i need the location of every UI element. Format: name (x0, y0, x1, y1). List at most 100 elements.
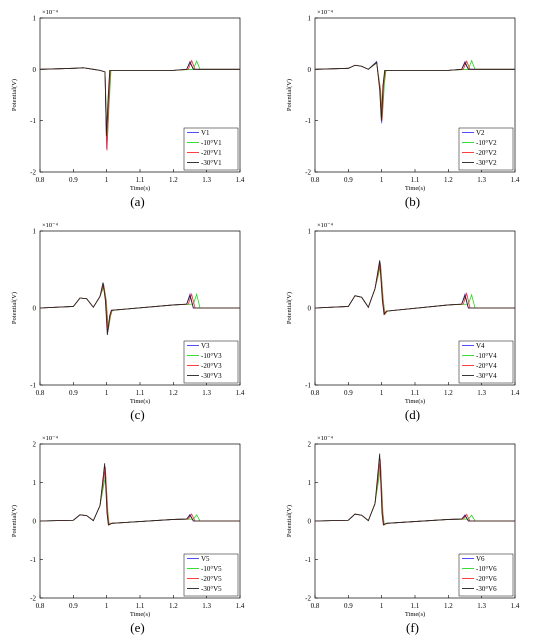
x-tick-label: 0.9 (344, 389, 353, 397)
series-line-4 (39, 463, 240, 526)
legend-entry: -30°V3 (201, 372, 222, 380)
y-tick-label: -1 (305, 117, 311, 125)
x-tick-label: 1.1 (136, 602, 145, 610)
legend-entry: V2 (476, 129, 485, 137)
legend-entry: -20°V5 (201, 575, 222, 583)
legend-entry: V1 (201, 129, 210, 137)
series-line-3 (314, 459, 515, 526)
legend-entry: -20°V2 (476, 149, 497, 157)
legend-entry: -30°V1 (201, 159, 222, 167)
panel-e: 0.8 0.9 1 1.1 1.2 1.3 1.4 -2 -1 0 1 2 ×10⁻⁴ Potential… (0, 426, 275, 639)
legend-entry: -30°V2 (476, 159, 497, 167)
panel-d: 0.8 0.9 1 1.1 1.2 1.3 1.4 -1 0 1 ×10⁻⁴ Potential(V)… (275, 213, 550, 426)
x-tick-label: 0.8 (311, 176, 320, 184)
y-tick-label: -2 (305, 169, 311, 177)
x-tick-label: 1.4 (236, 176, 245, 184)
y-tick-label: 1 (33, 15, 37, 23)
x-tick-label: 1.3 (202, 176, 211, 184)
axis-exponent: ×10⁻⁴ (317, 435, 334, 442)
series-line-4 (314, 453, 515, 526)
legend-entry: V3 (201, 342, 210, 350)
panel-label-a: (a) (130, 194, 145, 209)
y-tick-label: 1 (308, 479, 312, 487)
x-tick-label: 1.1 (411, 602, 420, 610)
x-tick-label: 0.9 (69, 389, 78, 397)
x-tick-label: 1.4 (511, 602, 520, 610)
panel-label-b: (b) (404, 194, 421, 209)
series-line-3 (39, 467, 240, 526)
legend-entry: -10°V6 (476, 565, 497, 573)
y-axis-label: Potential(V) (11, 505, 18, 537)
x-tick-label: 0.8 (36, 389, 45, 397)
y-tick-label: 0 (33, 305, 37, 313)
y-axis-label: Potential(V) (286, 505, 293, 537)
x-tick-label: 0.9 (344, 602, 353, 610)
x-tick-label: 1 (105, 602, 109, 610)
x-tick-label: 0.9 (344, 176, 353, 184)
x-axis-label: Time(s) (130, 185, 150, 192)
x-tick-label: 1.3 (202, 389, 211, 397)
axis-exponent: ×10⁻⁴ (317, 222, 334, 229)
y-tick-label: -2 (30, 169, 36, 177)
series-line-1 (314, 60, 515, 124)
legend-entry: -10°V2 (476, 139, 497, 147)
legend-box (458, 340, 514, 384)
series-line-4 (314, 61, 515, 121)
series-line-2 (39, 474, 240, 526)
series-line-4 (314, 260, 515, 316)
series-line-4 (39, 61, 240, 137)
legend-entry: -30°V4 (476, 372, 497, 380)
y-tick-label: -2 (305, 595, 311, 603)
y-tick-label: 0 (308, 66, 312, 74)
axis-exponent: ×10⁻⁴ (317, 9, 334, 16)
legend-entry: -30°V6 (476, 585, 497, 593)
y-tick-label: -1 (305, 556, 311, 564)
y-axis-label: Potential(V) (286, 292, 293, 324)
chart-a: 0.8 0.9 1 1.1 1.2 1.3 1.4 -2 -1 0 1 ×10⁻⁴ Potential(… (11, 9, 245, 192)
y-tick-label: 0 (308, 305, 312, 313)
x-tick-label: 1 (105, 176, 109, 184)
chart-b: 0.8 0.9 1 1.1 1.2 1.3 1.4 -2 -1 0 1 ×10⁻⁴ Potential(… (286, 9, 520, 192)
axis-exponent: ×10⁻⁴ (42, 435, 59, 442)
y-tick-label: -1 (305, 382, 311, 390)
x-axis-label: Time(s) (405, 185, 425, 192)
legend-entry: -10°V3 (201, 352, 222, 360)
y-tick-label: 2 (33, 441, 37, 449)
x-tick-label: 0.9 (69, 602, 78, 610)
legend-entry: V4 (476, 342, 485, 350)
x-tick-label: 1.1 (411, 389, 420, 397)
x-tick-label: 0.9 (69, 176, 78, 184)
series-line-1 (39, 468, 240, 526)
chart-e: 0.8 0.9 1 1.1 1.2 1.3 1.4 -2 -1 0 1 2 ×10⁻⁴ Potential… (11, 435, 245, 618)
panel-a: 0.8 0.9 1 1.1 1.2 1.3 1.4 -2 -1 0 1 ×10⁻⁴ Potential(… (0, 0, 275, 213)
x-tick-label: 1.2 (169, 602, 178, 610)
chart-d: 0.8 0.9 1 1.1 1.2 1.3 1.4 -1 0 1 ×10⁻⁴ Potential(V)… (286, 222, 520, 405)
legend-entry: -30°V5 (201, 585, 222, 593)
x-tick-label: 1.3 (477, 602, 486, 610)
axis-exponent: ×10⁻⁴ (42, 222, 59, 229)
x-tick-label: 0.8 (36, 176, 45, 184)
y-axis-label: Potential(V) (11, 292, 18, 324)
legend-entry: -20°V4 (476, 362, 497, 370)
x-tick-label: 1.2 (444, 389, 453, 397)
x-tick-label: 1 (380, 389, 384, 397)
legend-box (183, 127, 239, 171)
x-axis-label: Time(s) (130, 398, 150, 405)
x-tick-label: 1 (105, 389, 109, 397)
y-tick-label: -1 (30, 556, 36, 564)
legend-entry: V6 (476, 555, 485, 563)
x-tick-label: 1.3 (202, 602, 211, 610)
x-axis-label: Time(s) (405, 611, 425, 618)
legend-box (458, 553, 514, 597)
x-axis-label: Time(s) (405, 398, 425, 405)
legend-box (458, 127, 514, 171)
panel-b: 0.8 0.9 1 1.1 1.2 1.3 1.4 -2 -1 0 1 ×10⁻⁴ Potential(… (275, 0, 550, 213)
panel-f: 0.8 0.9 1 1.1 1.2 1.3 1.4 -2 -1 0 1 2 ×10⁻⁴ Potential… (275, 426, 550, 639)
x-tick-label: 1.1 (136, 389, 145, 397)
x-tick-label: 0.8 (311, 602, 320, 610)
y-tick-label: 2 (308, 441, 312, 449)
x-tick-label: 0.8 (36, 602, 45, 610)
panel-label-f: (f) (406, 620, 419, 635)
legend-entry: V5 (201, 555, 210, 563)
